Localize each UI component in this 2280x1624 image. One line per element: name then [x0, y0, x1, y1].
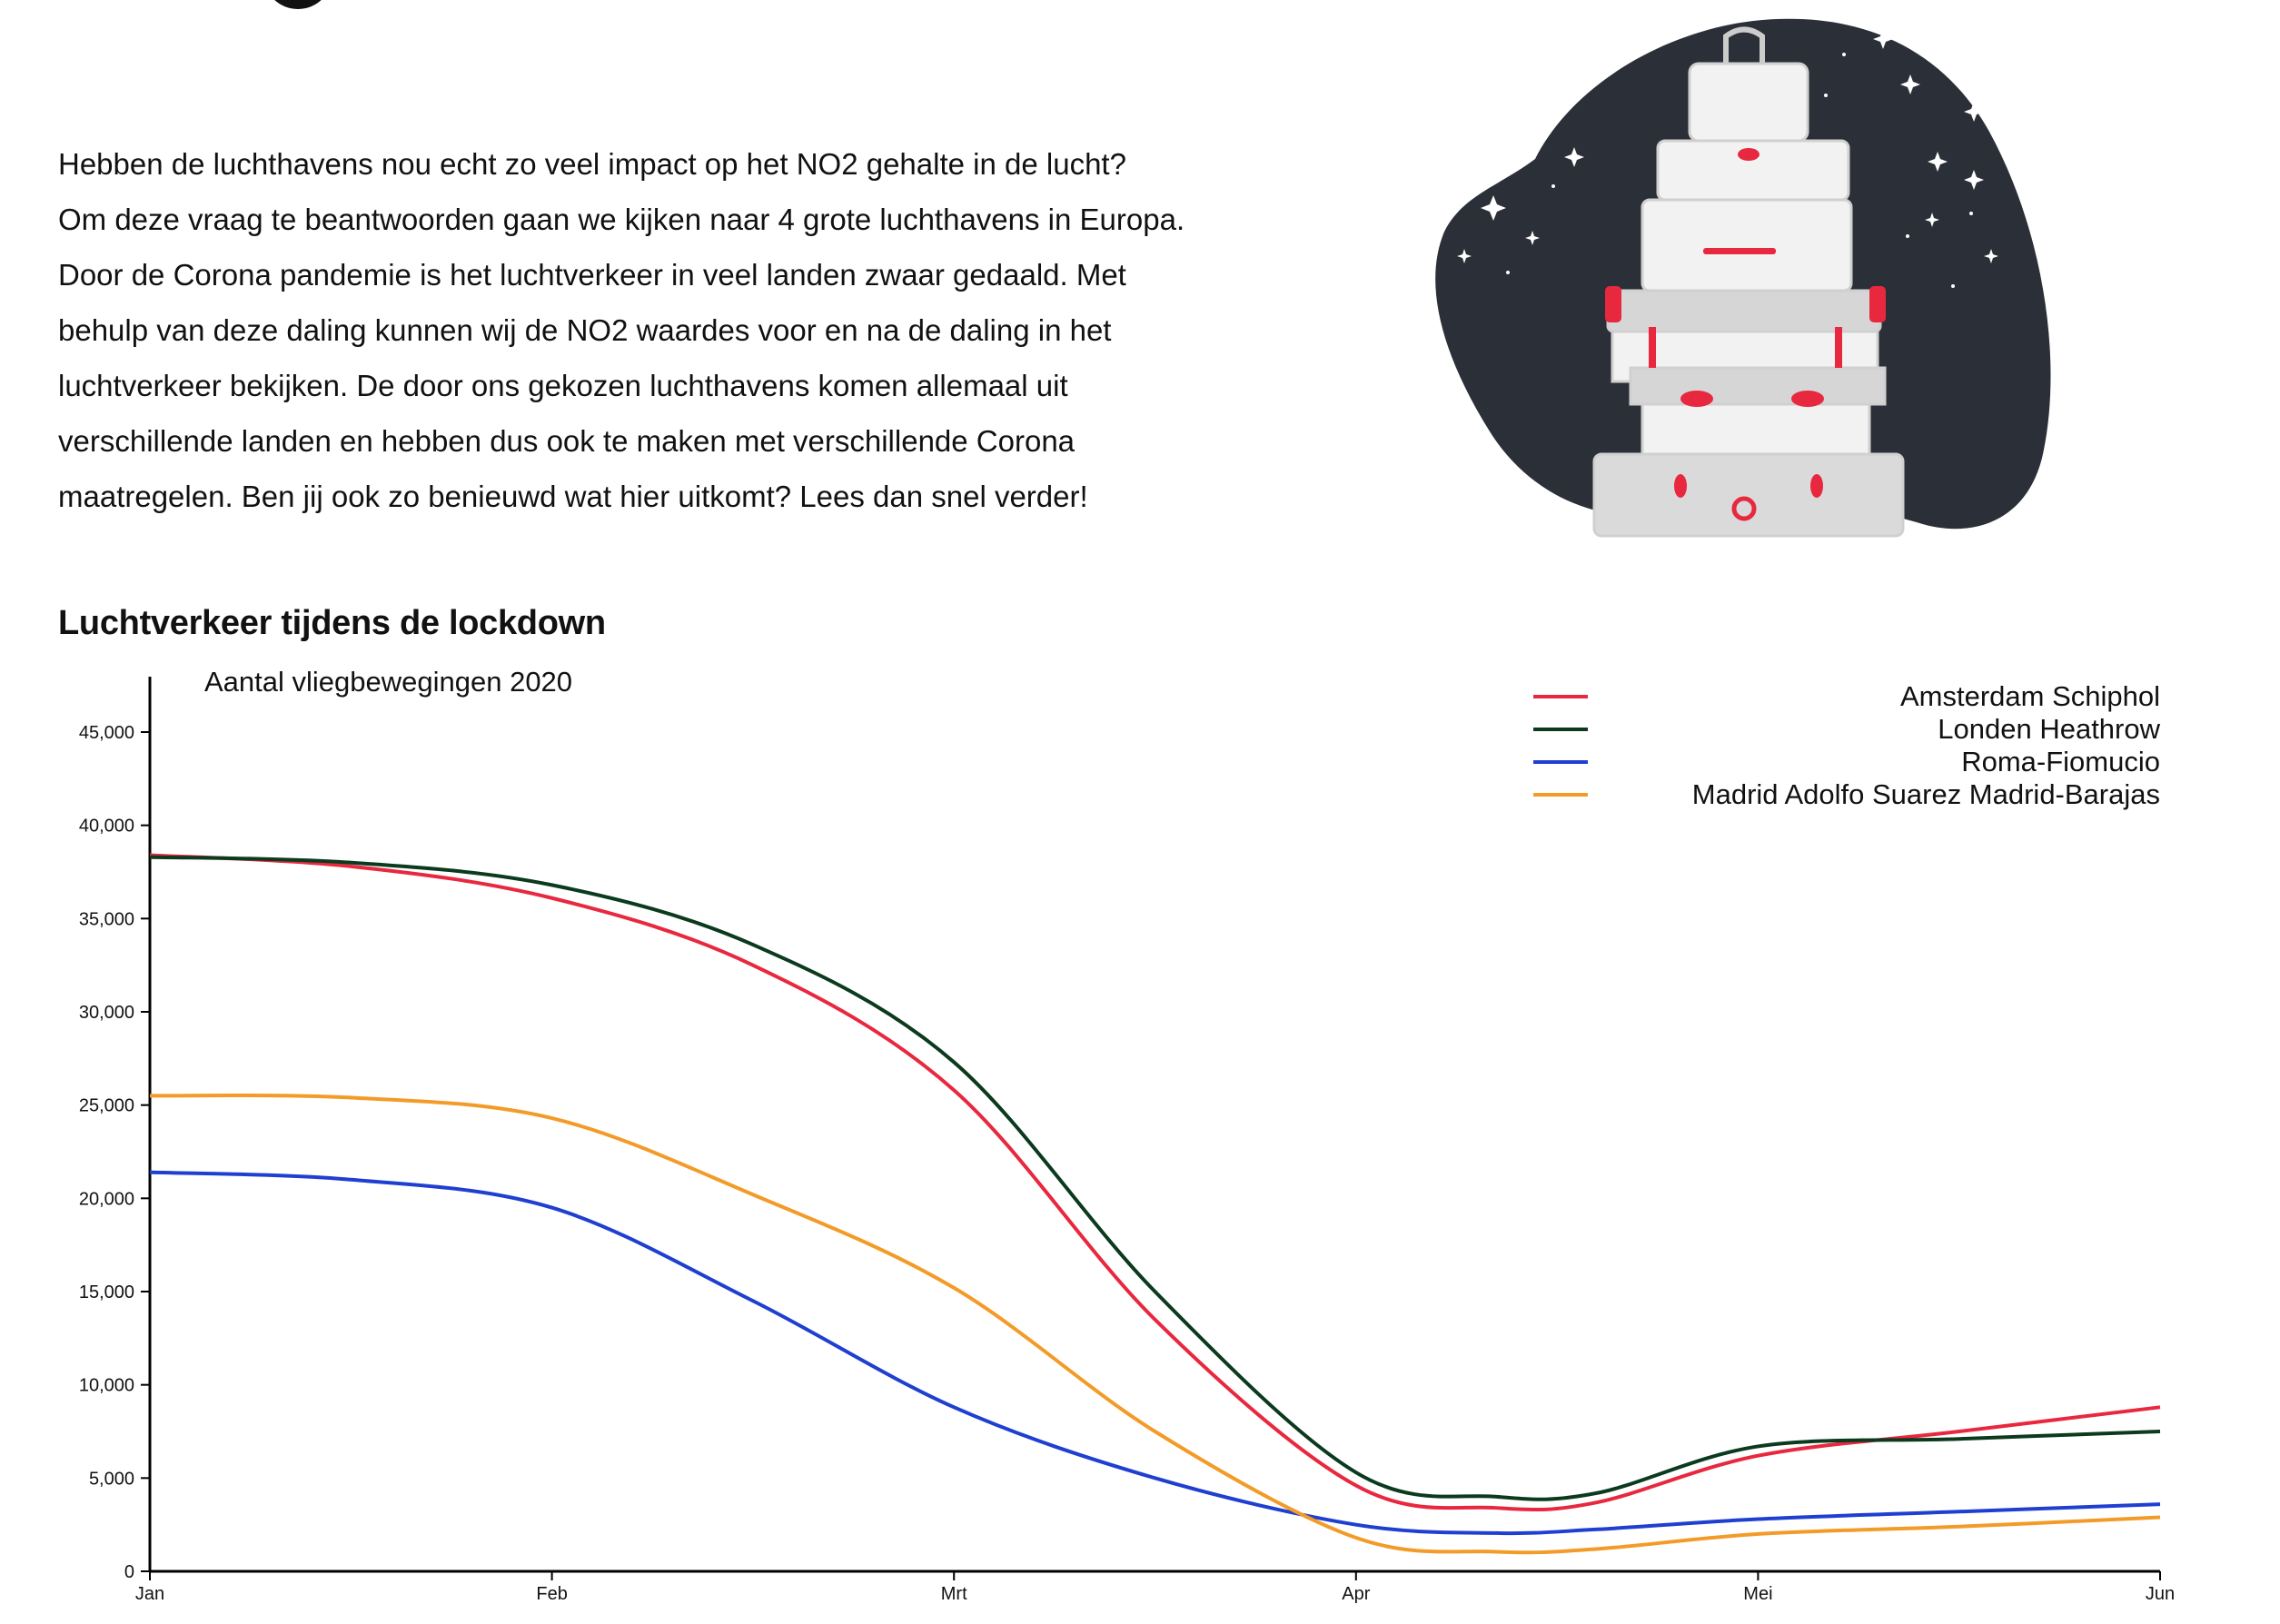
intro-line: luchtverkeer bekijken. De door ons gekoz… — [58, 369, 1068, 402]
legend-label: Londen Heathrow — [1938, 713, 2160, 745]
intro-line: Door de Corona pandemie is het luchtverk… — [58, 258, 1126, 292]
series-line — [149, 853, 2161, 1512]
line-chart: 0 5,000 10,000 15,000 20,000 25,000 30,000 35,0… — [79, 666, 2175, 1604]
series-line — [149, 1170, 2161, 1536]
x-axis: Jan Feb Mrt Apr Mei Jun — [135, 1570, 2175, 1604]
y-tick-label: 0 — [124, 1562, 134, 1582]
y-tick-label: 5,000 — [89, 1469, 134, 1489]
y-tick-label: 10,000 — [79, 1376, 134, 1396]
y-tick-label: 25,000 — [79, 1096, 134, 1116]
x-tick-label: Mrt — [941, 1584, 967, 1604]
intro-line: Om deze vraag te beantwoorden gaan we ki… — [58, 203, 1185, 236]
y-tick-label: 40,000 — [79, 817, 134, 837]
y-tick-label: 15,000 — [79, 1282, 134, 1302]
suitcases-illustration — [1435, 18, 2051, 538]
legend-label: Madrid Adolfo Suarez Madrid-Barajas — [1692, 778, 2160, 810]
y-axis: 0 5,000 10,000 15,000 20,000 25,000 30,000 35,0… — [79, 677, 152, 1582]
x-tick-label: Feb — [536, 1584, 567, 1604]
suitcase-accents — [1605, 148, 1886, 521]
x-tick-label: Mei — [1743, 1584, 1772, 1604]
legend-label: Amsterdam Schiphol — [1900, 680, 2160, 712]
intro-line: maatregelen. Ben jij ook zo benieuwd wat… — [58, 480, 1088, 513]
x-tick-label: Apr — [1342, 1584, 1370, 1604]
intro-line: behulp van deze daling kunnen wij de NO2… — [58, 313, 1112, 347]
section-title: Luchtverkeer tijdens de lockdown — [58, 604, 606, 642]
series-line — [149, 1094, 2161, 1555]
stars-icon — [1457, 29, 1998, 288]
header-logo-fragment — [263, 0, 332, 9]
series-lines — [149, 853, 2161, 1555]
intro-line: Hebben de luchthavens nou echt zo veel i… — [58, 147, 1126, 181]
x-tick-label: Jan — [135, 1584, 164, 1604]
x-tick-label: Jun — [2146, 1584, 2175, 1604]
y-tick-label: 45,000 — [79, 723, 134, 743]
intro-line: verschillende landen en hebben dus ook t… — [58, 424, 1076, 458]
suitcase-stack — [1592, 26, 1905, 538]
y-tick-label: 30,000 — [79, 1003, 134, 1023]
chart-title: Aantal vliegbewegingen 2020 — [204, 666, 572, 698]
series-line — [149, 855, 2161, 1501]
y-tick-label: 20,000 — [79, 1189, 134, 1209]
intro-text: Hebben de luchthavens nou echt zo veel i… — [58, 136, 1239, 524]
y-tick-label: 35,000 — [79, 909, 134, 929]
legend-label: Roma-Fiomucio — [1961, 746, 2160, 777]
